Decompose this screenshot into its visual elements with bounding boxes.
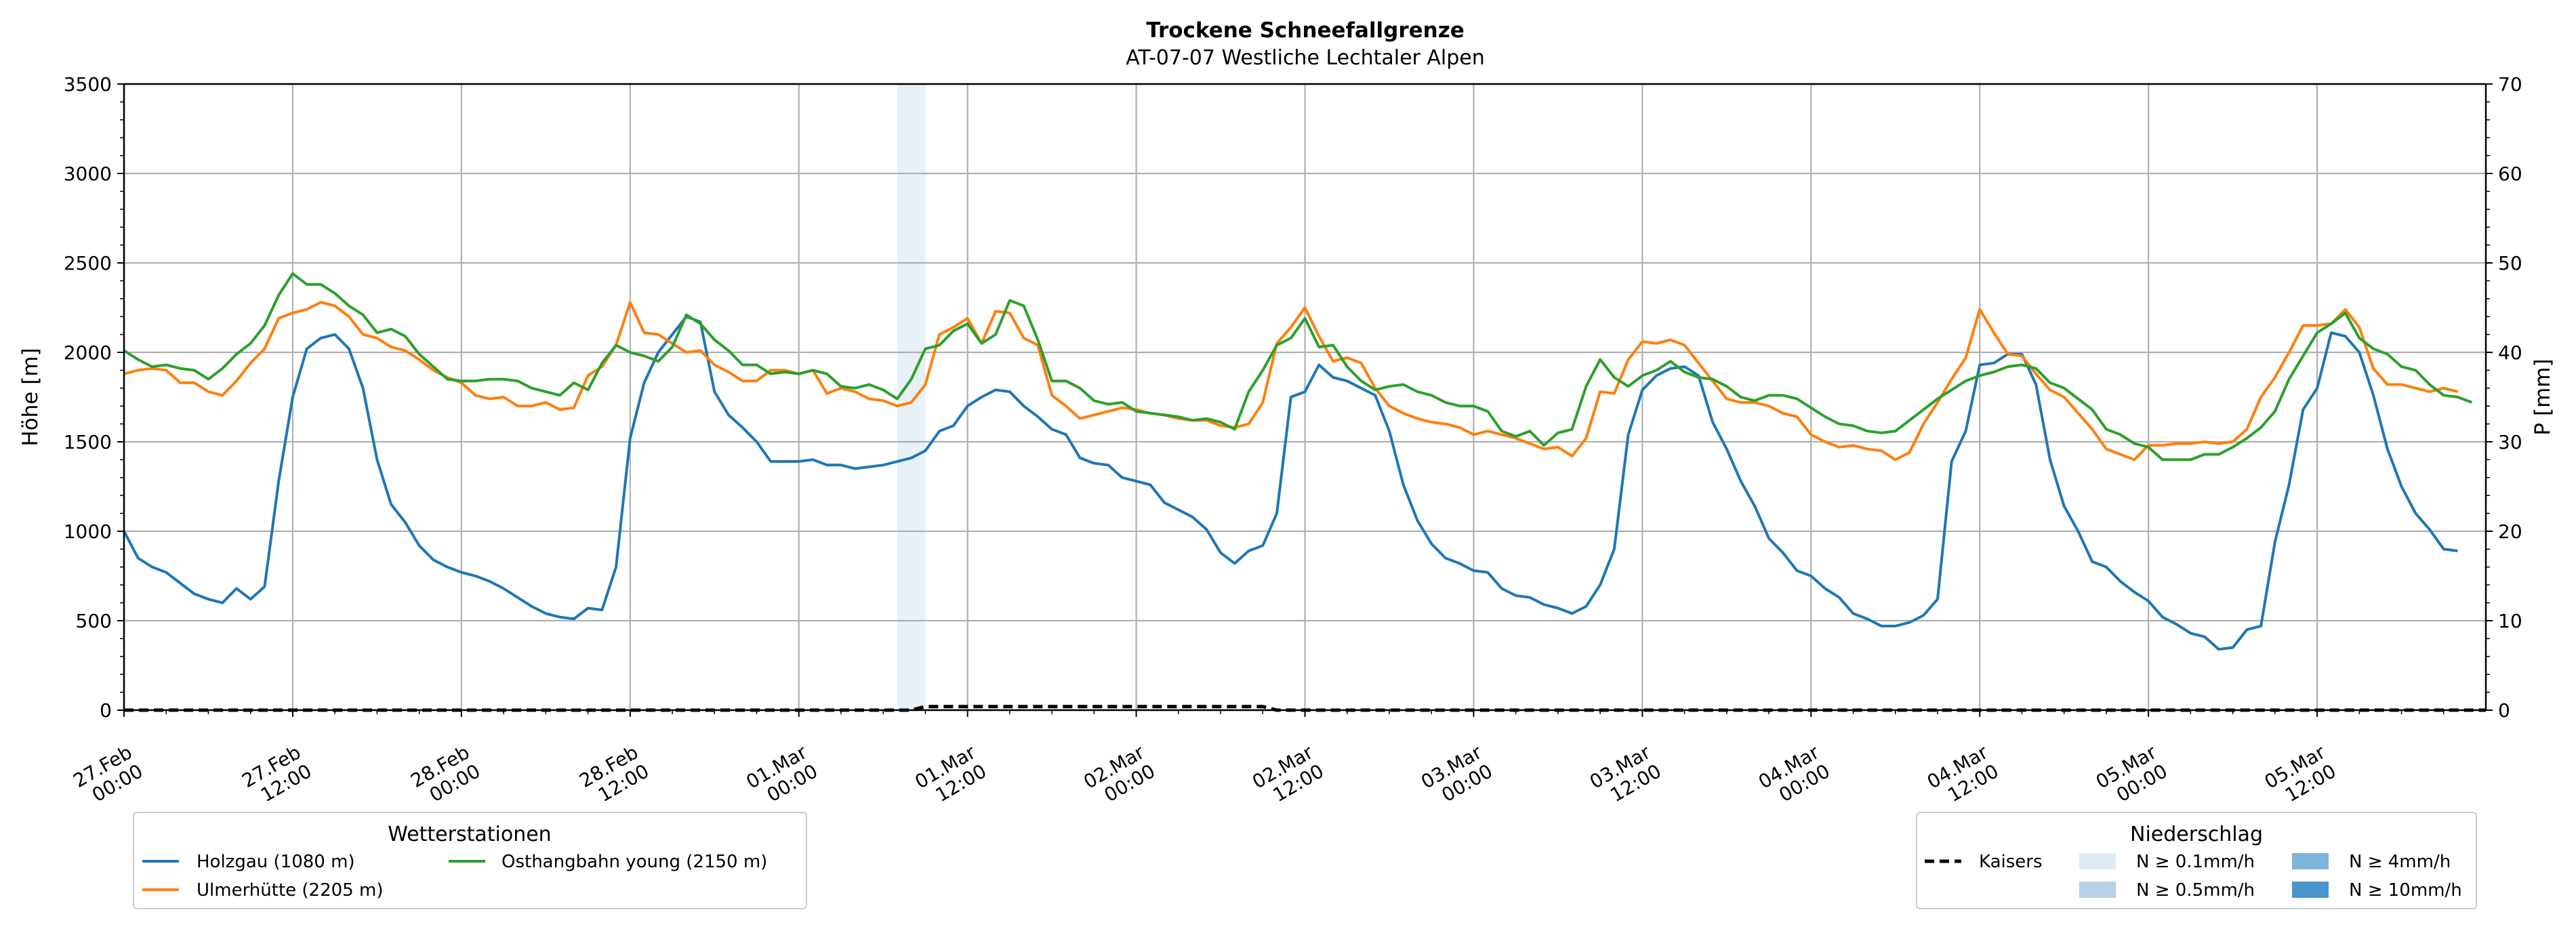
y-tick-label: 3000 [64,163,112,185]
legend-label-holzgau: Holzgau (1080 m) [197,852,355,872]
x-tick-label: 04.Mar12:00 [1923,741,2003,812]
axis-layer: 0 500 1000 1500 2000 2500 3000 3500 0 10 20 30 40 50 6… [64,73,2522,812]
y2-tick-label: 10 [2498,610,2522,632]
x-tick-label: 02.Mar12:00 [1248,741,1328,812]
y-tick-label: 3500 [64,73,112,96]
legend-label-ulmerhuette: Ulmerhütte (2205 m) [197,880,383,901]
y2-tick-label: 20 [2498,520,2522,543]
y2-tick-label: 40 [2498,342,2522,364]
legend-label-10: N ≥ 10mm/h [2349,880,2462,901]
grid-layer [123,83,2486,711]
series-line-2 [123,272,2473,461]
chart-subtitle: AT-07-07 Westliche Lechtaler Alpen [1126,46,1485,70]
y-tick-label: 500 [76,610,112,632]
stations-legend: Wetterstationen Holzgau (1080 m) Ulmerhü… [133,812,807,909]
x-tick-label: 27.Feb12:00 [238,741,315,810]
x-tick-label: 28.Feb12:00 [575,741,653,810]
y-tick-label: 2000 [64,342,112,364]
y-tick-label: 1500 [64,431,112,453]
legend-label-0-5: N ≥ 0.5mm/h [2136,880,2255,901]
series-line-1 [123,301,2458,461]
y2-tick-label: 50 [2498,252,2522,274]
precip-band [897,84,926,710]
y2-axis-label: P [mm] [2531,358,2555,435]
x-tick-label: 04.Mar00:00 [1755,741,1834,812]
legend-label-osthangbahn: Osthangbahn young (2150 m) [502,852,767,872]
precip-legend-title: Niederschlag [2130,823,2263,846]
x-tick-label: 05.Mar12:00 [2261,741,2340,812]
legend-patch-10 [2292,882,2329,898]
chart-title: Trockene Schneefallgrenze [1146,18,1465,43]
legend-label-4: N ≥ 4mm/h [2349,852,2451,872]
x-tick-label: 02.Mar00:00 [1080,741,1159,812]
x-tick-label: 28.Feb00:00 [407,741,484,810]
y-axis-label: Höhe [m] [18,348,43,446]
series-line-0 [123,315,2458,651]
precip-band-layer [897,84,926,710]
legend-patch-4 [2292,853,2329,869]
legend-label-kaisers: Kaisers [1979,852,2043,872]
x-tick-label: 01.Mar12:00 [911,741,990,812]
x-tick-label: 27.Feb00:00 [69,741,146,810]
y2-tick-label: 60 [2498,163,2522,185]
legend-patch-0-5 [2079,882,2116,898]
precip-legend-box [1916,812,2477,909]
series-layer [123,272,2473,651]
y2-tick-label: 70 [2498,73,2522,96]
precip-legend: Niederschlag Kaisers N ≥ 0.1mm/h N ≥ 0.5… [1916,812,2477,909]
y-tick-label: 0 [100,699,112,722]
y2-tick-label: 0 [2498,699,2510,722]
stations-legend-title: Wetterstationen [388,823,551,846]
x-tick-label: 01.Mar00:00 [742,741,821,812]
legend-label-0-1: N ≥ 0.1mm/h [2136,852,2255,872]
y-tick-label: 1000 [64,520,112,543]
x-tick-label: 03.Mar00:00 [1417,741,1496,812]
y2-tick-label: 30 [2498,431,2522,453]
x-tick-label: 05.Mar00:00 [2092,741,2171,812]
x-tick-label: 03.Mar12:00 [1586,741,1665,812]
legend-patch-0-1 [2079,853,2116,869]
y-tick-label: 2500 [64,252,112,274]
